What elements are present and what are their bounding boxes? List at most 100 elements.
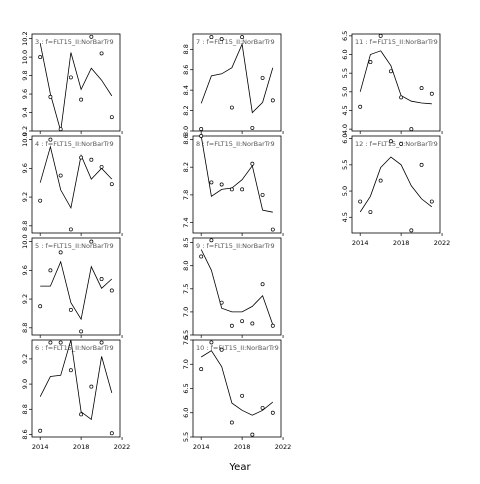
series-line: [40, 260, 113, 321]
panel-title: 3 : f=FLT15_II:NorBarTr9: [35, 38, 114, 46]
y-tick-label: 6.0: [182, 408, 190, 418]
data-point: [419, 86, 424, 91]
data-point: [58, 173, 63, 178]
data-point: [109, 288, 114, 293]
data-point: [68, 75, 73, 80]
panel-title: 10 : f=FLT15_II:NorBarTr9: [196, 344, 279, 352]
data-point: [79, 412, 84, 417]
y-tick-label: 9.2: [21, 126, 29, 136]
panel-frame: [351, 33, 441, 132]
data-point: [68, 368, 73, 373]
series-line: [200, 135, 273, 213]
panel-frame: [192, 33, 282, 132]
data-point: [48, 94, 53, 99]
data-point: [99, 51, 104, 56]
y-tick-label: 8.6: [182, 65, 190, 75]
y-tick-label: 6.5: [182, 383, 190, 393]
series-line: [39, 145, 113, 210]
data-point: [79, 329, 84, 334]
data-point: [219, 347, 224, 352]
panel-frame: [351, 135, 441, 234]
y-tick-label: 5.5: [341, 160, 349, 170]
y-tick-label: 8.6: [21, 429, 29, 439]
data-point: [209, 35, 214, 40]
data-point: [358, 104, 363, 109]
data-point: [199, 134, 204, 138]
data-point: [199, 254, 204, 259]
panel-frame: [31, 339, 121, 438]
panel-title: 11 : f=FLT15_II:NorBarTr9: [355, 38, 438, 46]
x-tick-label: 2022: [275, 443, 292, 451]
data-point: [270, 410, 275, 415]
data-point: [260, 75, 265, 80]
data-point: [399, 141, 404, 146]
x-tick-label: 2014: [352, 239, 369, 247]
data-point: [89, 384, 94, 389]
y-tick-label: 6.0: [341, 133, 349, 143]
y-tick-label: 7.0: [182, 307, 190, 317]
y-tick-label: 9.6: [21, 163, 29, 173]
data-point: [219, 37, 224, 42]
data-point: [109, 182, 114, 187]
data-point: [250, 432, 255, 437]
data-point: [219, 300, 224, 305]
data-point: [250, 125, 255, 130]
x-tick-label: 2018: [73, 443, 90, 451]
data-point: [68, 307, 73, 312]
series-line: [200, 350, 274, 416]
data-point: [378, 178, 383, 183]
y-tick-label: 9.0: [21, 379, 29, 389]
data-point: [270, 227, 275, 232]
data-point: [79, 97, 84, 102]
data-point: [89, 34, 94, 39]
data-point: [368, 210, 373, 214]
data-point: [89, 157, 94, 162]
data-point: [99, 340, 104, 345]
data-point: [250, 321, 255, 326]
y-tick-label: 7.8: [182, 190, 190, 200]
y-tick-label: 9.8: [21, 70, 29, 80]
data-point: [368, 60, 373, 64]
data-point: [229, 420, 234, 425]
data-point: [99, 164, 104, 169]
data-point: [209, 340, 214, 345]
x-tick-label: 2018: [234, 443, 251, 451]
data-point: [209, 238, 214, 243]
panel-frame: [192, 339, 282, 438]
panel-title: 6 : f=FLT15_II:NorBarTr9: [35, 344, 114, 352]
y-tick-label: 8.8: [21, 323, 29, 333]
data-point: [209, 180, 214, 185]
data-point: [89, 239, 94, 244]
y-tick-label: 7.0: [182, 359, 190, 369]
data-point: [388, 69, 393, 74]
data-point: [240, 319, 245, 324]
panel-title: 12 : f=FLT15_II:NorBarTr9: [355, 140, 438, 148]
x-tick-label: 2014: [32, 443, 49, 451]
data-point: [109, 115, 114, 120]
data-point: [409, 127, 414, 132]
data-point: [199, 367, 204, 372]
series-line: [39, 339, 113, 421]
y-tick-label: 5.0: [341, 186, 349, 196]
y-tick-label: 10.0: [21, 234, 29, 248]
series-line: [200, 42, 274, 114]
panel-frame: [192, 237, 282, 336]
data-point: [260, 192, 265, 197]
data-point: [419, 162, 424, 167]
panel-frame: [192, 135, 282, 234]
data-point: [58, 127, 63, 132]
series-line: [39, 43, 113, 132]
data-point: [250, 161, 255, 166]
data-point: [399, 95, 404, 100]
panel-title: 4 : f=FLT15_II:NorBarTr9: [35, 140, 114, 148]
y-tick-label: 4.0: [341, 124, 349, 134]
data-point: [68, 227, 73, 232]
y-tick-label: 5.5: [341, 68, 349, 78]
y-tick-label: 5.5: [182, 432, 190, 442]
y-tick-label: 5.0: [341, 87, 349, 97]
data-point: [58, 340, 63, 345]
y-tick-label: 6.0: [341, 49, 349, 59]
series-line: [359, 50, 432, 105]
